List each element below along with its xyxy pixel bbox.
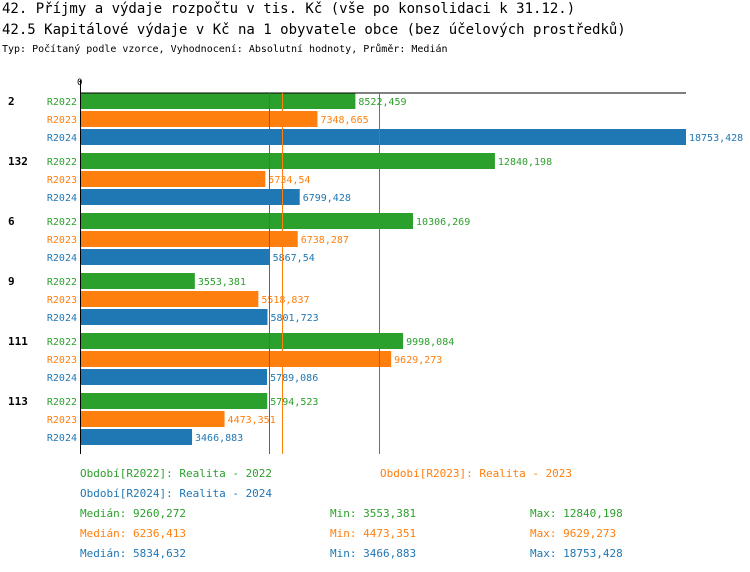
value-label-R2023-111: 9629,273	[394, 355, 442, 366]
bar-R2022-113	[80, 393, 268, 409]
series-label-R2022-2: R2022	[47, 97, 77, 108]
bar-R2024-6	[80, 249, 270, 265]
stat-median-r2023: Medián: 6236,413	[80, 527, 186, 540]
series-label-R2022-6: R2022	[47, 217, 77, 228]
value-label-R2024-132: 6799,428	[303, 193, 351, 204]
bar-R2024-2	[80, 129, 686, 145]
bar-R2023-6	[80, 231, 298, 247]
category-label-113: 113	[8, 395, 28, 408]
series-label-R2024-2: R2024	[47, 133, 77, 144]
bar-R2023-113	[80, 411, 225, 427]
bar-R2022-132	[80, 153, 495, 169]
series-label-R2024-9: R2024	[47, 313, 77, 324]
series-label-R2023-132: R2023	[47, 175, 77, 186]
value-label-R2023-2: 7348,665	[320, 115, 368, 126]
stat-min-r2022: Min: 3553,381	[330, 507, 417, 520]
chart-type-info: Typ: Počítaný podle vzorce, Vyhodnocení:…	[2, 44, 448, 55]
value-label-R2024-9: 5801,723	[270, 313, 318, 324]
bar-R2024-111	[80, 369, 268, 385]
series-label-R2023-9: R2023	[47, 295, 77, 306]
series-label-R2023-2: R2023	[47, 115, 77, 126]
value-label-R2022-111: 9998,084	[406, 337, 454, 348]
value-label-R2024-111: 5789,086	[270, 373, 318, 384]
series-label-R2024-113: R2024	[47, 433, 77, 444]
bar-R2023-9	[80, 291, 259, 307]
series-label-R2024-6: R2024	[47, 253, 77, 264]
bar-R2022-9	[80, 273, 195, 289]
bar-R2022-111	[80, 333, 404, 349]
stat-max-r2024: Max: 18753,428	[530, 547, 623, 560]
legend-period-r2022: Období[R2022]: Realita - 2022	[80, 467, 273, 480]
bar-R2024-132	[80, 189, 300, 205]
value-label-R2023-6: 6738,287	[301, 235, 349, 246]
value-label-R2024-113: 3466,883	[195, 433, 243, 444]
value-label-R2024-6: 5867,54	[273, 253, 315, 264]
series-label-R2024-111: R2024	[47, 373, 77, 384]
bar-R2024-113	[80, 429, 193, 445]
bar-R2023-111	[80, 351, 392, 367]
value-label-R2023-132: 5734,54	[268, 175, 310, 186]
stat-min-r2023: Min: 4473,351	[330, 527, 417, 540]
value-label-R2022-113: 5794,523	[270, 397, 318, 408]
bar-R2022-6	[80, 213, 414, 229]
value-label-R2022-9: 3553,381	[198, 277, 246, 288]
category-label-111: 111	[8, 335, 28, 348]
chart-title: 42. Příjmy a výdaje rozpočtu v tis. Kč (…	[2, 1, 576, 17]
bar-R2022-2	[80, 93, 356, 109]
series-label-R2022-9: R2022	[47, 277, 77, 288]
series-label-R2022-113: R2022	[47, 397, 77, 408]
stat-min-r2024: Min: 3466,883	[330, 547, 417, 560]
value-label-R2023-113: 4473,351	[228, 415, 276, 426]
stat-max-r2023: Max: 9629,273	[530, 527, 617, 540]
stat-median-r2024: Medián: 5834,632	[80, 547, 186, 560]
legend-period-r2023: Období[R2023]: Realita - 2023	[380, 467, 573, 480]
stat-max-r2022: Max: 12840,198	[530, 507, 623, 520]
value-label-R2022-2: 8522,459	[358, 97, 406, 108]
category-label-2: 2	[8, 95, 15, 108]
value-label-R2022-6: 10306,269	[416, 217, 470, 228]
series-label-R2023-113: R2023	[47, 415, 77, 426]
series-label-R2022-111: R2022	[47, 337, 77, 348]
value-label-R2024-2: 18753,428	[689, 133, 743, 144]
legend-period-r2024: Období[R2024]: Realita - 2024	[80, 487, 273, 500]
x-axis-zero-label: 0	[77, 78, 82, 88]
bar-R2024-9	[80, 309, 268, 325]
series-label-R2023-111: R2023	[47, 355, 77, 366]
category-label-132: 132	[8, 155, 28, 168]
bar-chart: 0 2 R2022 8522,459 R2023 7348,665 R2024 18753,4…	[8, 78, 743, 454]
series-label-R2023-6: R2023	[47, 235, 77, 246]
category-label-6: 6	[8, 215, 15, 228]
bar-R2023-132	[80, 171, 266, 187]
series-label-R2024-132: R2024	[47, 193, 77, 204]
bar-R2023-2	[80, 111, 318, 127]
value-label-R2023-9: 5518,837	[261, 295, 309, 306]
value-label-R2022-132: 12840,198	[498, 157, 552, 168]
series-label-R2022-132: R2022	[47, 157, 77, 168]
stat-median-r2022: Medián: 9260,272	[80, 507, 186, 520]
category-label-9: 9	[8, 275, 15, 288]
chart-subtitle: 42.5 Kapitálové výdaje v Kč na 1 obyvate…	[2, 22, 626, 38]
